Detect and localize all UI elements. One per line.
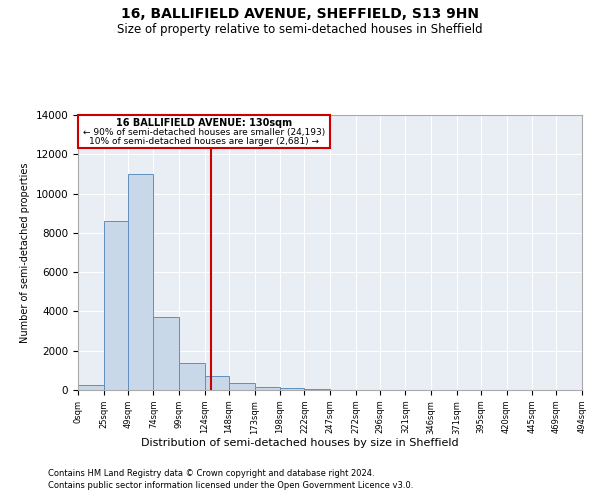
Bar	[154, 318, 179, 390]
Bar	[280, 388, 304, 390]
Text: 10% of semi-detached houses are larger (2,681) →: 10% of semi-detached houses are larger (…	[89, 137, 319, 146]
Bar	[128, 174, 154, 390]
Text: Size of property relative to semi-detached houses in Sheffield: Size of property relative to semi-detach…	[117, 22, 483, 36]
Bar	[229, 382, 254, 390]
Y-axis label: Number of semi-detached properties: Number of semi-detached properties	[20, 162, 30, 343]
Bar	[254, 387, 280, 390]
Text: Distribution of semi-detached houses by size in Sheffield: Distribution of semi-detached houses by …	[141, 438, 459, 448]
Bar	[179, 362, 205, 390]
FancyBboxPatch shape	[78, 115, 330, 148]
Bar	[205, 376, 229, 390]
Text: Contains public sector information licensed under the Open Government Licence v3: Contains public sector information licen…	[48, 481, 413, 490]
Text: 16 BALLIFIELD AVENUE: 130sqm: 16 BALLIFIELD AVENUE: 130sqm	[116, 118, 292, 128]
Bar	[78, 384, 104, 390]
Text: Contains HM Land Registry data © Crown copyright and database right 2024.: Contains HM Land Registry data © Crown c…	[48, 468, 374, 477]
Text: 16, BALLIFIELD AVENUE, SHEFFIELD, S13 9HN: 16, BALLIFIELD AVENUE, SHEFFIELD, S13 9H…	[121, 8, 479, 22]
Bar	[104, 221, 128, 390]
Text: ← 90% of semi-detached houses are smaller (24,193): ← 90% of semi-detached houses are smalle…	[83, 128, 325, 137]
